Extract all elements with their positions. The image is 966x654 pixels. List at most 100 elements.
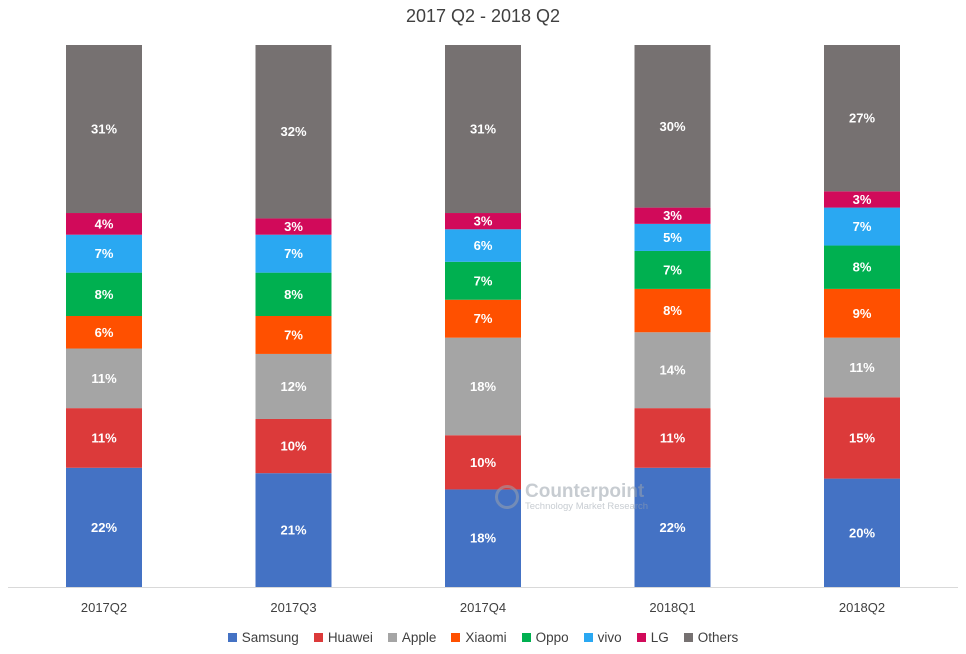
bar-segment-huawei-2018q1: [634, 408, 711, 468]
data-label-samsung-2018q1: 22%: [659, 520, 685, 535]
legend-swatch: [521, 633, 531, 642]
bar-segment-apple-2017q3: [255, 353, 332, 419]
data-label-huawei-2017q2: 11%: [91, 430, 117, 445]
legend-item-vivo: vivo: [583, 630, 622, 645]
data-label-vivo-2017q4: 6%: [474, 238, 493, 253]
bar-segment-vivo-2017q4: [445, 229, 521, 262]
data-label-vivo-2018q2: 7%: [853, 219, 872, 234]
data-label-huawei-2017q4: 10%: [470, 455, 496, 470]
data-label-others-2017q4: 31%: [470, 122, 496, 137]
data-label-oppo-2017q4: 7%: [474, 273, 493, 288]
bar-segment-others-2017q2: [66, 45, 142, 214]
bar-segment-apple-2018q1: [634, 332, 711, 409]
bar-segment-apple-2017q4: [445, 337, 521, 436]
data-label-samsung-2017q2: 22%: [91, 520, 117, 535]
data-label-lg-2017q3: 3%: [284, 219, 303, 234]
legend-label: vivo: [597, 630, 622, 645]
data-label-others-2017q3: 32%: [280, 124, 306, 139]
data-label-oppo-2017q3: 8%: [284, 287, 303, 302]
data-label-apple-2017q4: 18%: [470, 379, 496, 394]
data-label-xiaomi-2017q3: 7%: [284, 327, 303, 342]
bar-segment-apple-2018q2: [824, 337, 900, 398]
legend-item-lg: LG: [636, 630, 669, 645]
legend-item-huawei: Huawei: [313, 630, 373, 645]
bar-segment-others-2018q2: [824, 45, 900, 192]
bar-segment-samsung-2017q2: [66, 467, 142, 587]
bar-segment-huawei-2017q3: [255, 418, 332, 474]
watermark-tagline: Technology Market Research: [525, 501, 649, 512]
data-label-huawei-2017q3: 10%: [280, 439, 306, 454]
x-tick-label: 2018Q1: [649, 600, 695, 615]
bars-layer: 22% 11% 11% 6% 8% 7% 4% 31% 21% 10% 12% 7% 8% 7% 3% 32%…: [66, 45, 900, 587]
bar-segment-oppo-2017q2: [66, 272, 142, 316]
legend-item-others: Others: [683, 630, 739, 645]
data-label-lg-2018q2: 3%: [853, 192, 872, 207]
bar-segment-oppo-2018q1: [634, 250, 711, 289]
watermark-name: Counterpoint: [525, 481, 645, 502]
legend-swatch: [636, 633, 646, 642]
data-label-lg-2018q1: 3%: [663, 208, 682, 223]
bar-segment-others-2017q3: [255, 45, 332, 219]
bar-segment-samsung-2017q3: [255, 473, 332, 587]
bar-segment-xiaomi-2018q2: [824, 288, 900, 338]
legend-label: LG: [650, 630, 669, 645]
counterpoint-logo-icon: [495, 485, 519, 509]
bar-segment-vivo-2017q2: [66, 234, 142, 273]
bar-segment-lg-2017q3: [255, 218, 332, 235]
data-label-apple-2018q2: 11%: [849, 360, 875, 375]
bar-segment-apple-2017q2: [66, 348, 142, 409]
data-label-lg-2017q4: 3%: [474, 214, 493, 229]
data-label-oppo-2018q1: 7%: [663, 262, 682, 277]
data-label-oppo-2017q2: 8%: [95, 287, 114, 302]
legend-label: Samsung: [241, 630, 299, 645]
data-label-xiaomi-2018q2: 9%: [853, 306, 872, 321]
bar-segment-huawei-2018q2: [824, 397, 900, 479]
bar-segment-xiaomi-2017q2: [66, 316, 142, 349]
legend-item-oppo: Oppo: [521, 630, 569, 645]
data-label-vivo-2017q2: 7%: [95, 246, 114, 261]
legend: Samsung Huawei Apple Xiaomi Oppo vivo LG Others: [0, 630, 966, 645]
bar-segment-xiaomi-2017q4: [445, 299, 521, 338]
legend-swatch: [583, 633, 593, 642]
data-label-samsung-2018q2: 20%: [849, 525, 875, 540]
x-tick-label: 2018Q2: [839, 600, 885, 615]
bar-segment-xiaomi-2018q1: [634, 288, 711, 333]
legend-item-xiaomi: Xiaomi: [451, 630, 507, 645]
data-label-oppo-2018q2: 8%: [853, 260, 872, 275]
bar-segment-others-2017q4: [445, 45, 521, 214]
data-label-huawei-2018q1: 11%: [660, 430, 686, 445]
data-label-huawei-2018q2: 15%: [849, 430, 875, 445]
data-label-others-2018q2: 27%: [849, 111, 875, 126]
bar-segment-vivo-2018q1: [634, 223, 711, 251]
bar-segment-others-2018q1: [634, 45, 711, 208]
legend-label: Apple: [401, 630, 437, 645]
legend-label: Others: [697, 630, 739, 645]
counterpoint-watermark: Counterpoint Technology Market Research: [495, 482, 648, 512]
chart-title: 2017 Q2 - 2018 Q2: [405, 6, 561, 26]
legend-label: Xiaomi: [465, 630, 507, 645]
data-label-apple-2018q1: 14%: [659, 363, 685, 378]
bar-segment-xiaomi-2017q3: [255, 316, 332, 354]
data-label-xiaomi-2018q1: 8%: [663, 303, 682, 318]
legend-swatch: [451, 633, 461, 642]
x-tick-label: 2017Q3: [270, 600, 316, 615]
legend-item-samsung: Samsung: [227, 630, 299, 645]
data-label-apple-2017q2: 11%: [91, 371, 117, 386]
legend-label: Huawei: [327, 630, 373, 645]
data-label-vivo-2017q3: 7%: [284, 246, 303, 261]
legend-swatch: [227, 633, 237, 642]
bar-segment-lg-2017q2: [66, 213, 142, 235]
bar-segment-vivo-2018q2: [824, 207, 900, 246]
legend-item-apple: Apple: [387, 630, 437, 645]
bar-segment-samsung-2018q1: [634, 467, 711, 587]
legend-swatch: [683, 633, 693, 642]
bar-segment-lg-2018q2: [824, 191, 900, 208]
bar-segment-oppo-2017q3: [255, 272, 332, 316]
bar-segment-vivo-2017q3: [255, 234, 332, 273]
legend-label: Oppo: [535, 630, 569, 645]
data-label-lg-2017q2: 4%: [95, 216, 114, 231]
data-label-samsung-2017q4: 18%: [470, 531, 496, 546]
data-label-others-2018q1: 30%: [659, 119, 685, 134]
bar-segment-lg-2017q4: [445, 213, 521, 230]
data-label-vivo-2018q1: 5%: [663, 230, 682, 245]
